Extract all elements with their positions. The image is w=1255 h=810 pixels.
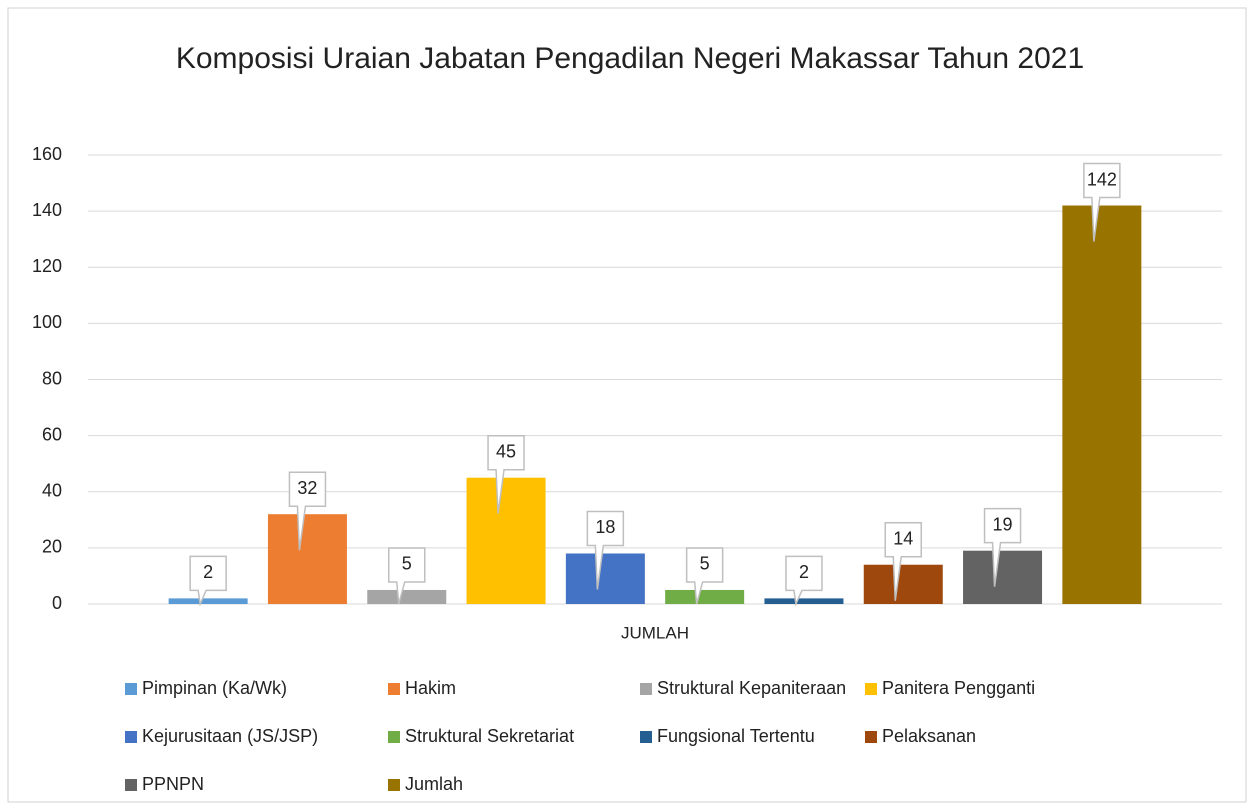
data-label: 5 (700, 554, 710, 574)
callout (487, 434, 525, 514)
bar (764, 598, 844, 604)
legend-label: Pimpinan (Ka/Wk) (142, 678, 287, 698)
y-tick-label: 120 (32, 256, 62, 276)
callout (1083, 162, 1121, 242)
bar (267, 514, 347, 604)
callout (884, 521, 922, 601)
x-tick-label: JUMLAH (621, 623, 689, 642)
y-tick-label: 20 (42, 537, 62, 557)
data-label: 2 (203, 562, 213, 582)
y-tick-label: 0 (52, 593, 62, 613)
legend-swatch (388, 683, 400, 695)
legend-swatch (388, 779, 400, 791)
bar (1062, 205, 1142, 604)
y-tick-label: 60 (42, 424, 62, 444)
bar (168, 598, 248, 604)
data-label: 2 (799, 562, 809, 582)
callout (388, 547, 426, 605)
legend-label: Struktural Sekretariat (405, 726, 574, 746)
data-label: 142 (1087, 169, 1117, 189)
callout (586, 510, 625, 590)
chart-title: Komposisi Uraian Jabatan Pengadilan Nege… (175, 42, 1085, 75)
legend-swatch (865, 683, 877, 695)
legend-label: Struktural Kepaniteraan (657, 678, 846, 698)
legend-label: Jumlah (405, 774, 463, 794)
chart-border (7, 7, 1247, 803)
data-label: 32 (297, 478, 317, 498)
legend-swatch (388, 731, 400, 743)
legend-swatch (865, 731, 877, 743)
bar (565, 553, 645, 604)
y-tick-label: 160 (32, 144, 62, 164)
callout (983, 507, 1022, 587)
data-label: 18 (595, 517, 615, 537)
callout (785, 555, 823, 607)
data-label: 5 (402, 554, 412, 574)
data-label: 19 (993, 514, 1013, 534)
y-tick-label: 100 (32, 312, 62, 332)
legend-label: Fungsional Tertentu (657, 726, 815, 746)
callout (685, 547, 724, 605)
bar (466, 477, 546, 604)
data-label: 45 (496, 441, 516, 461)
legend-swatch (125, 731, 137, 743)
y-tick-label: 40 (42, 481, 62, 501)
legend-swatch (125, 683, 137, 695)
legend-swatch (125, 779, 137, 791)
legend-swatch (640, 683, 652, 695)
bar (665, 589, 745, 604)
y-tick-label: 80 (42, 368, 62, 388)
legend-label: Kejurusitaan (JS/JSP) (142, 726, 318, 746)
callout (288, 471, 327, 551)
legend-label: PPNPN (142, 774, 204, 794)
bar (963, 550, 1043, 604)
data-label: 14 (893, 528, 913, 548)
y-tick-label: 140 (32, 200, 62, 220)
legend-label: Panitera Pengganti (882, 678, 1035, 698)
callout (189, 555, 227, 607)
legend-label: Pelaksanan (882, 726, 976, 746)
legend-swatch (640, 731, 652, 743)
legend-label: Hakim (405, 678, 456, 698)
bar (863, 564, 943, 604)
bar (367, 589, 447, 604)
